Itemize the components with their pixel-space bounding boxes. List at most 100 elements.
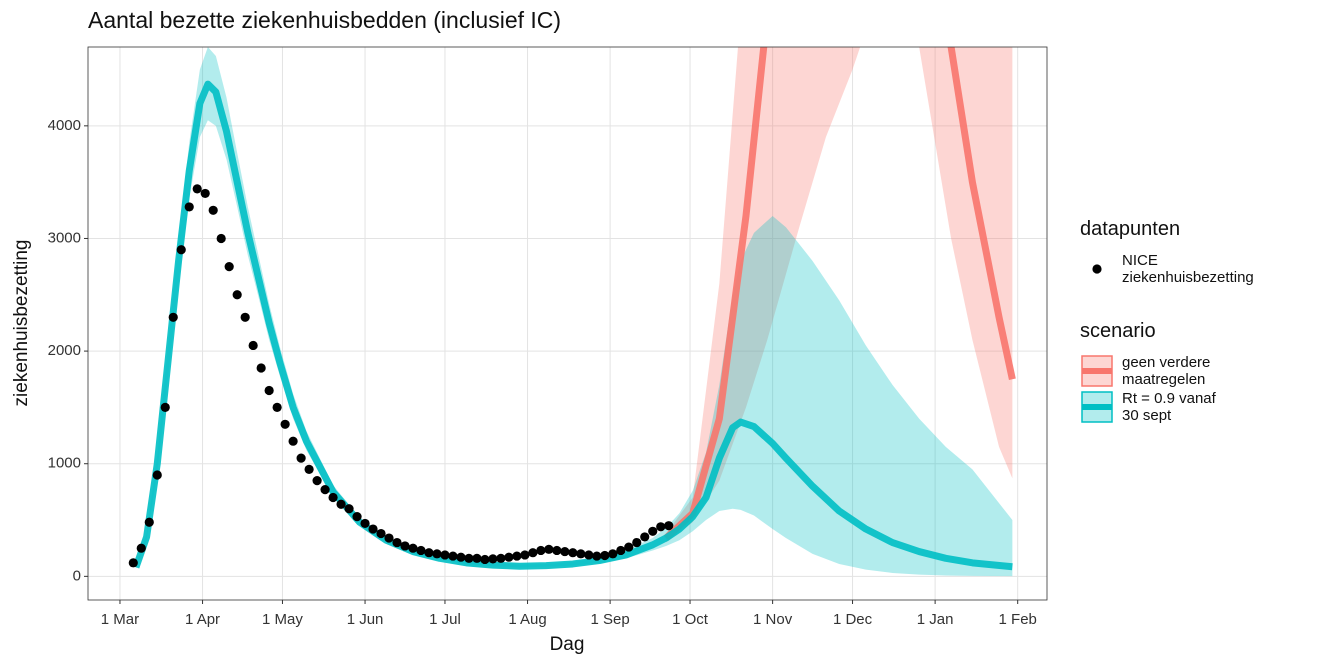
x-tick-label: 1 Jul bbox=[429, 611, 461, 628]
legend-label: NICE ziekenhuisbezetting bbox=[1122, 252, 1254, 286]
x-tick-label: 1 Feb bbox=[999, 611, 1037, 628]
point bbox=[208, 205, 218, 215]
y-tick-label: 4000 bbox=[48, 117, 81, 134]
point bbox=[368, 524, 378, 534]
x-tick-label: 1 Mar bbox=[101, 611, 139, 628]
point bbox=[456, 552, 466, 562]
point bbox=[432, 549, 442, 559]
point bbox=[256, 363, 266, 373]
line bbox=[663, 47, 1016, 541]
point bbox=[168, 312, 178, 322]
point bbox=[504, 552, 514, 562]
x-tick-label: 1 Aug bbox=[508, 611, 546, 628]
point bbox=[616, 545, 626, 556]
x-tick-label: 1 Sep bbox=[591, 611, 630, 628]
point bbox=[560, 546, 570, 557]
point bbox=[544, 544, 554, 554]
panel bbox=[88, 47, 1047, 600]
point bbox=[272, 402, 282, 413]
point bbox=[352, 512, 362, 522]
point bbox=[576, 549, 586, 559]
legend-entry: geen verdere maatregelen bbox=[1080, 354, 1232, 388]
point bbox=[608, 549, 618, 559]
point bbox=[200, 188, 210, 199]
x-tick-label: 1 Jan bbox=[917, 611, 954, 628]
legend-key bbox=[1081, 355, 1113, 387]
grid bbox=[88, 47, 1047, 600]
x-tick-label: 1 Oct bbox=[672, 611, 709, 628]
point bbox=[624, 542, 634, 552]
marks bbox=[128, 47, 1016, 577]
point bbox=[520, 550, 530, 560]
point bbox=[408, 543, 418, 553]
point bbox=[464, 553, 474, 563]
y-tick-label: 2000 bbox=[48, 342, 81, 359]
legend-key bbox=[1081, 391, 1113, 423]
x-tick-label: 1 May bbox=[262, 611, 303, 628]
axes: 0 1000 2000 3000 4000 1 Mar 1 Apr 1 May 1 Jun 1 J… bbox=[48, 117, 1037, 628]
point bbox=[496, 553, 506, 563]
panel-border bbox=[87, 46, 1048, 601]
point bbox=[480, 554, 490, 565]
legend-entry: Rt = 0.9 vanaf 30 sept bbox=[1080, 390, 1232, 424]
y-tick-label: 1000 bbox=[48, 455, 81, 472]
point bbox=[152, 470, 162, 480]
point bbox=[264, 385, 274, 396]
point bbox=[360, 518, 370, 529]
point bbox=[376, 528, 386, 539]
point bbox=[416, 545, 426, 556]
x-tick-label: 1 Jun bbox=[347, 611, 384, 628]
point bbox=[288, 436, 298, 446]
point bbox=[640, 532, 650, 542]
point bbox=[248, 340, 258, 351]
point bbox=[632, 537, 642, 548]
point bbox=[336, 499, 346, 509]
x-axis-title: Dag bbox=[550, 634, 585, 655]
point bbox=[584, 550, 594, 560]
point bbox=[192, 184, 202, 194]
point bbox=[488, 554, 498, 564]
point bbox=[312, 476, 322, 486]
point bbox=[512, 551, 522, 561]
legend-label: geen verdere maatregelen bbox=[1122, 354, 1211, 388]
legend-entry: NICE ziekenhuisbezetting bbox=[1080, 252, 1292, 286]
line bbox=[132, 80, 1013, 571]
point bbox=[472, 553, 482, 563]
x-tick-label: 1 Apr bbox=[185, 611, 220, 628]
point bbox=[648, 526, 658, 536]
point bbox=[592, 551, 602, 561]
x-tick-label: 1 Nov bbox=[753, 611, 793, 628]
point bbox=[296, 453, 306, 463]
point bbox=[400, 541, 410, 551]
point bbox=[568, 548, 578, 558]
legend-title: datapunten bbox=[1080, 218, 1181, 240]
point bbox=[320, 485, 330, 495]
y-axis-title: ziekenhuisbezetting bbox=[11, 240, 32, 407]
point bbox=[224, 262, 234, 272]
point bbox=[392, 537, 402, 548]
point bbox=[240, 312, 250, 322]
point bbox=[128, 558, 138, 568]
point bbox=[304, 464, 314, 474]
point bbox=[160, 402, 170, 413]
legend-label: Rt = 0.9 vanaf 30 sept bbox=[1122, 390, 1216, 424]
y-tick-label: 0 bbox=[73, 567, 81, 584]
point bbox=[552, 545, 562, 556]
point bbox=[664, 521, 674, 531]
point bbox=[600, 550, 610, 561]
point bbox=[184, 202, 194, 212]
point bbox=[384, 533, 394, 543]
point bbox=[176, 245, 186, 255]
point bbox=[440, 550, 450, 560]
point bbox=[448, 551, 458, 561]
point bbox=[216, 233, 226, 244]
legend-title: scenario bbox=[1080, 320, 1156, 342]
legend-key bbox=[1092, 264, 1102, 274]
point bbox=[344, 504, 354, 514]
point bbox=[144, 517, 154, 527]
ribbon bbox=[135, 47, 1013, 577]
legend-dot bbox=[1092, 264, 1102, 274]
y-tick-label: 3000 bbox=[48, 229, 81, 246]
chart-title: Aantal bezette ziekenhuisbedden (inclusi… bbox=[88, 7, 561, 33]
